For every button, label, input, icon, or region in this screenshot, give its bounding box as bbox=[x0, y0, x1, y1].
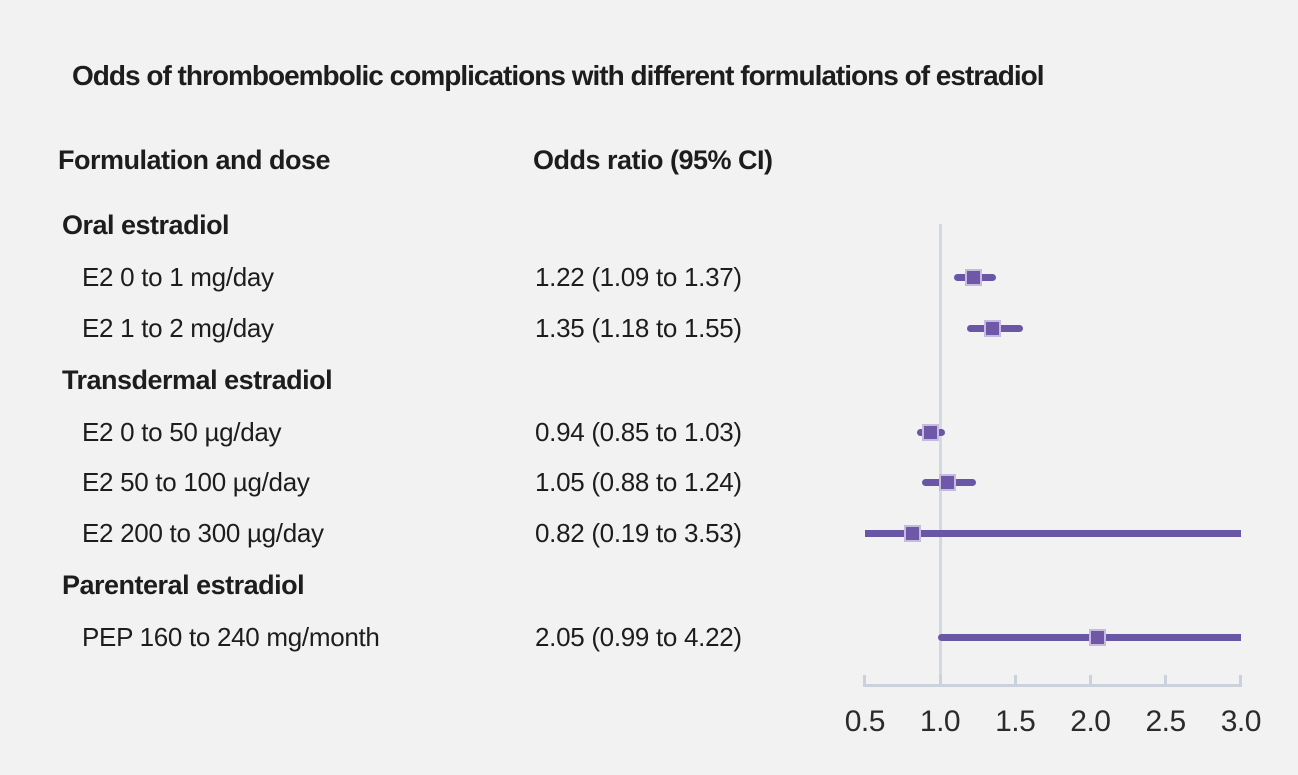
x-axis-tick bbox=[863, 675, 867, 684]
confidence-interval-line bbox=[864, 529, 1241, 537]
reference-line bbox=[938, 224, 942, 686]
x-axis-tick-label: 3.0 bbox=[1220, 705, 1262, 738]
x-axis-tick-label: 0.5 bbox=[844, 705, 886, 738]
or-value-text: 1.05 (0.88 to 1.24) bbox=[535, 467, 742, 497]
row-label: E2 0 to 1 mg/day bbox=[82, 262, 274, 292]
odds-ratio-marker bbox=[904, 524, 922, 542]
chart-title: Odds of thromboembolic complications wit… bbox=[72, 60, 1044, 91]
or-value-text: 2.05 (0.99 to 4.22) bbox=[535, 622, 742, 652]
column-header-formulation: Formulation and dose bbox=[58, 145, 331, 175]
group-label: Transdermal estradiol bbox=[62, 365, 333, 395]
x-axis-tick bbox=[1164, 675, 1168, 684]
row-label: E2 50 to 100 µg/day bbox=[82, 467, 310, 497]
or-value-text: 1.35 (1.18 to 1.55) bbox=[535, 313, 742, 343]
or-value-text: 1.22 (1.09 to 1.37) bbox=[535, 262, 742, 292]
group-label: Oral estradiol bbox=[62, 210, 230, 240]
odds-ratio-marker bbox=[1089, 628, 1107, 646]
odds-ratio-marker bbox=[922, 423, 940, 441]
row-label: E2 0 to 50 µg/day bbox=[82, 417, 282, 447]
odds-ratio-marker bbox=[939, 473, 957, 491]
or-value-text: 0.94 (0.85 to 1.03) bbox=[535, 417, 742, 447]
x-axis-tick bbox=[938, 675, 942, 684]
x-axis-tick bbox=[1013, 675, 1017, 684]
group-label: Parenteral estradiol bbox=[62, 570, 305, 600]
x-axis-tick-label: 1.0 bbox=[919, 705, 961, 738]
x-axis-line bbox=[863, 684, 1243, 687]
x-axis-tick-label: 2.5 bbox=[1145, 705, 1186, 738]
x-axis-tick bbox=[1088, 675, 1092, 684]
or-value-text: 0.82 (0.19 to 3.53) bbox=[535, 518, 742, 548]
column-header-odds-ratio: Odds ratio (95% CI) bbox=[533, 145, 773, 175]
x-axis-tick bbox=[1239, 675, 1243, 684]
odds-ratio-marker bbox=[964, 268, 982, 286]
odds-ratio-marker bbox=[984, 319, 1002, 337]
row-label: E2 200 to 300 µg/day bbox=[82, 518, 324, 548]
x-axis-tick-label: 2.0 bbox=[1070, 705, 1111, 738]
row-label: PEP 160 to 240 mg/month bbox=[82, 622, 380, 652]
row-label: E2 1 to 2 mg/day bbox=[82, 313, 274, 343]
x-axis-tick-label: 1.5 bbox=[995, 705, 1036, 738]
